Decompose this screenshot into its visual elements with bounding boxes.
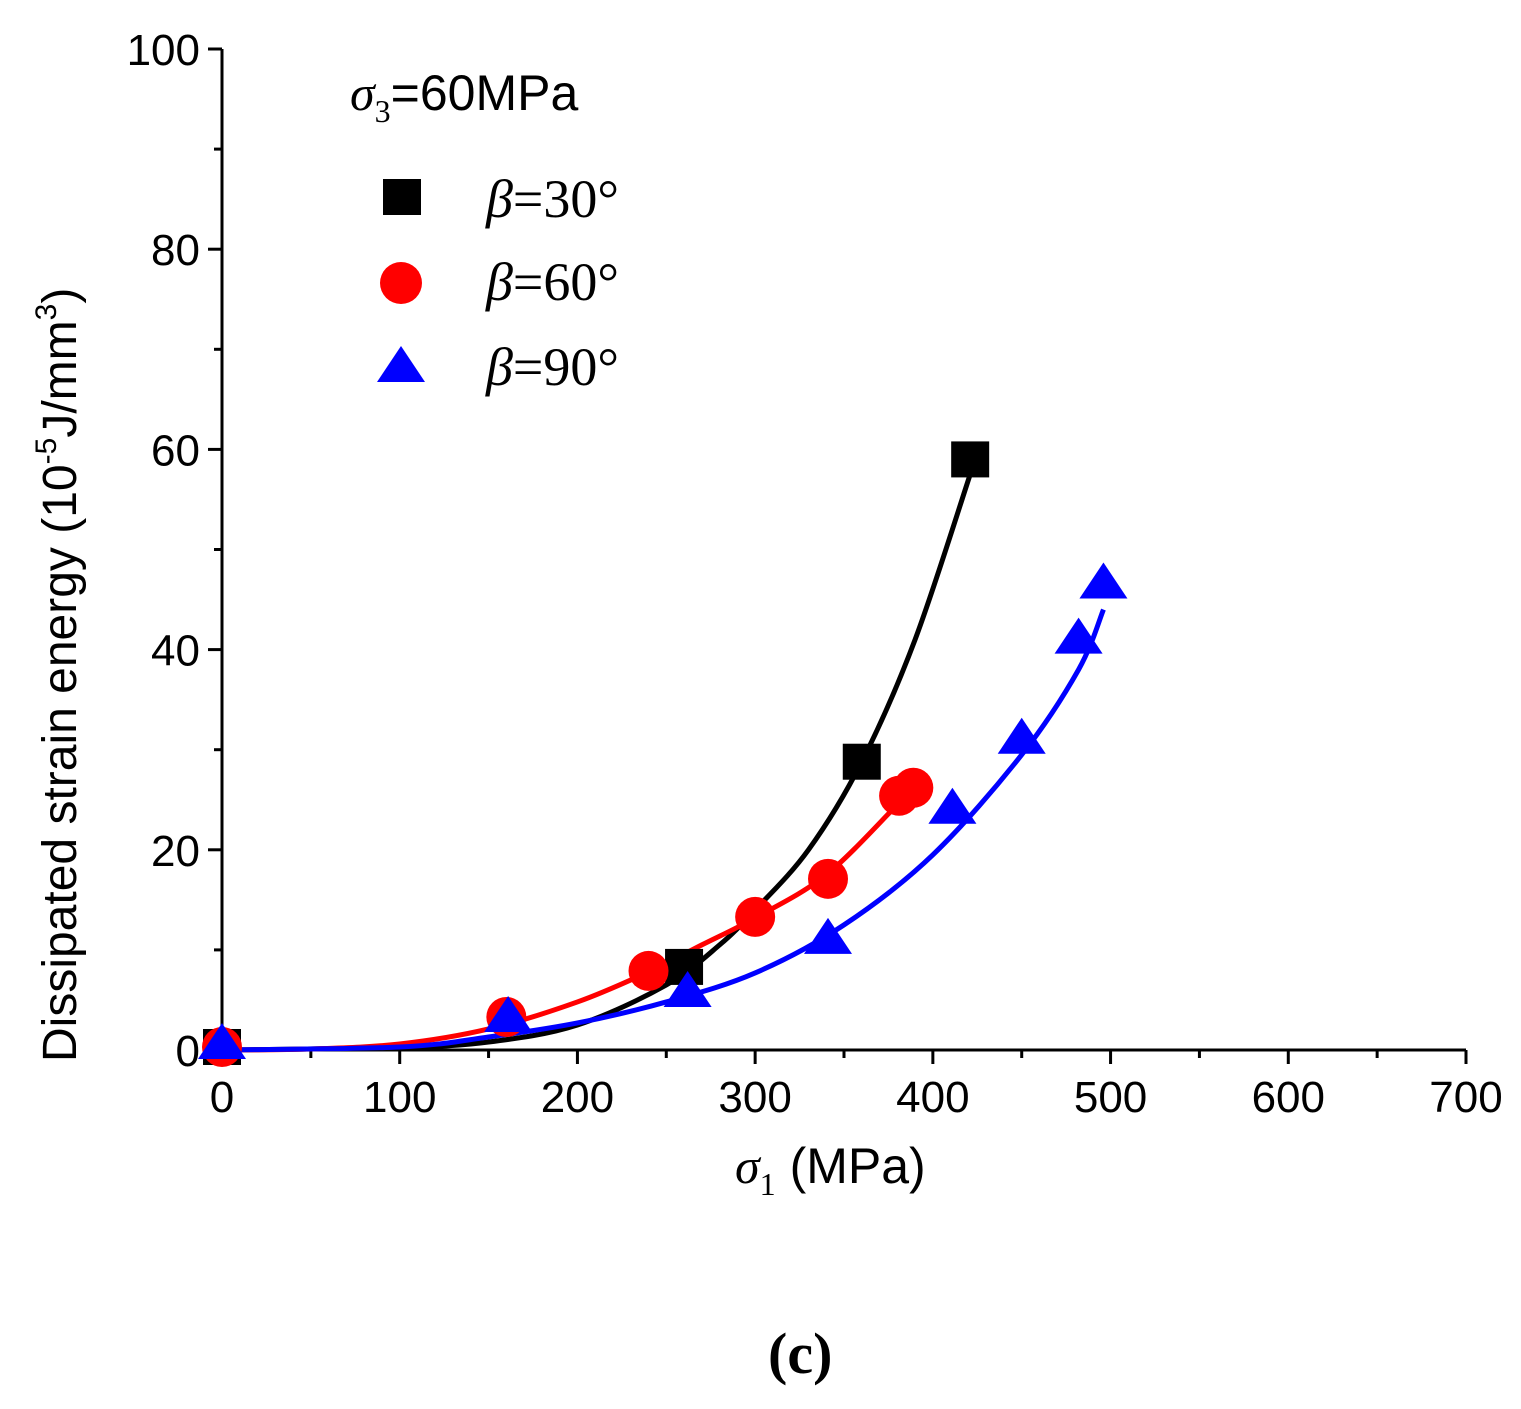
x-tick-label: 600	[1252, 1073, 1325, 1122]
data-point-triangle	[1054, 617, 1103, 654]
legend-label-beta90: β=90°	[485, 337, 619, 397]
legend-label-beta60: β=60°	[485, 252, 619, 312]
annotation-sigma3: σ3=60MPa	[350, 65, 578, 129]
data-point-triangle	[198, 1022, 246, 1059]
y-tick-label: 100	[127, 26, 200, 75]
x-tick-label: 300	[718, 1073, 791, 1122]
x-axis-label: σ1 (MPa)	[735, 1138, 926, 1202]
data-point-circle	[735, 896, 776, 937]
legend-marker-square	[383, 179, 421, 215]
annotation-symbol: σ	[350, 65, 377, 121]
fit-curve-series-0	[221, 473, 973, 1053]
y-tick-label: 0	[176, 1027, 200, 1076]
data-point-triangle	[1079, 562, 1128, 599]
data-point-triangle	[997, 717, 1046, 754]
x-tick-label: 400	[896, 1073, 969, 1122]
data-point-circle	[628, 950, 669, 991]
data-point-circle	[808, 858, 849, 899]
x-tick-label: 200	[541, 1073, 614, 1122]
legend-label-beta30: β=30°	[485, 169, 619, 229]
panel-label: (c)	[768, 1321, 832, 1386]
annotation-subscript: 3	[375, 93, 391, 129]
x-tick-label: 700	[1429, 1073, 1502, 1122]
data-point-square	[951, 441, 990, 478]
y-tick-label: 80	[151, 226, 200, 275]
y-tick-label: 60	[151, 426, 200, 475]
data-points	[198, 441, 1128, 1067]
x-tick-label: 0	[210, 1073, 234, 1122]
data-point-triangle	[484, 995, 533, 1032]
y-axis-label: Dissipated strain energy (10-5J/mm3)	[30, 288, 87, 1062]
y-tick-label: 20	[151, 827, 200, 876]
legend: β=30° β=60° β=90°	[377, 169, 619, 397]
data-point-triangle	[928, 787, 977, 824]
data-point-circle	[893, 767, 934, 808]
x-tick-labels: 0 100 200 300 400 500 600 700	[210, 1073, 1503, 1122]
y-tick-labels: 0 20 40 60 80 100	[127, 26, 200, 1076]
annotation-text: =60MPa	[391, 65, 579, 121]
data-point-triangle	[663, 970, 712, 1007]
fit-curve-series-1	[221, 793, 909, 1053]
legend-marker-circle	[380, 262, 422, 304]
y-tick-label: 40	[151, 627, 200, 676]
data-point-square	[842, 743, 881, 780]
x-tick-label: 500	[1074, 1073, 1147, 1122]
data-point-triangle	[804, 917, 853, 954]
x-tick-label: 100	[363, 1073, 436, 1122]
legend-marker-triangle	[377, 346, 425, 382]
